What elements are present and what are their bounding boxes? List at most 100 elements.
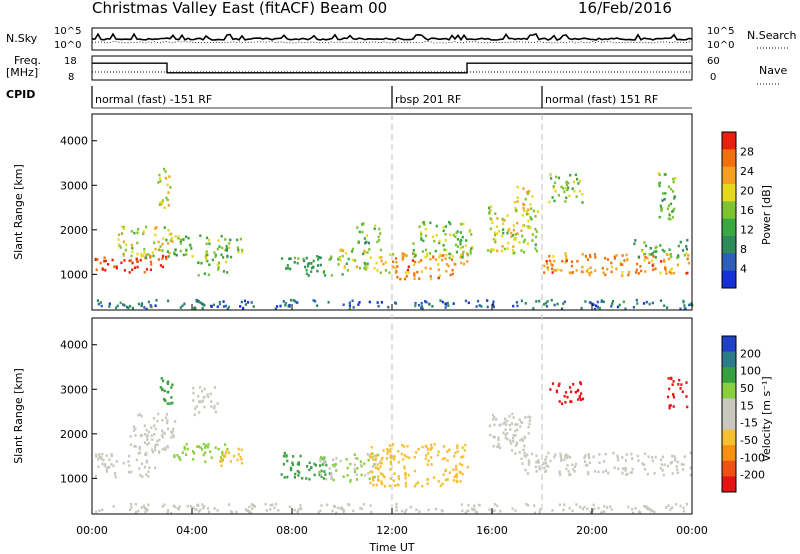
data-cell	[634, 239, 637, 242]
data-cell	[353, 467, 356, 471]
data-cell	[136, 241, 139, 245]
data-cell	[145, 225, 148, 229]
data-cell	[204, 446, 207, 449]
data-cell	[167, 229, 170, 232]
data-cell	[283, 476, 286, 479]
data-cell	[626, 258, 629, 262]
data-cell	[464, 244, 467, 247]
data-cell	[527, 415, 530, 419]
data-cell	[382, 449, 385, 452]
data-cell	[521, 234, 524, 238]
data-cell	[370, 510, 373, 514]
data-cell	[285, 267, 288, 270]
data-cell	[558, 400, 561, 403]
data-cell	[564, 401, 567, 404]
data-cell	[594, 269, 597, 272]
data-cell	[587, 268, 590, 271]
data-cell	[456, 444, 459, 447]
data-cell	[404, 472, 407, 475]
data-cell	[501, 217, 504, 221]
data-cell	[565, 456, 569, 459]
data-cell	[674, 457, 677, 461]
data-cell	[214, 253, 217, 257]
data-cell	[577, 182, 580, 185]
data-cell	[643, 259, 646, 262]
data-cell	[166, 183, 169, 187]
data-cell	[677, 255, 680, 258]
data-cell	[677, 244, 680, 248]
data-cell	[503, 219, 506, 222]
data-cell	[455, 467, 458, 471]
data-cell	[506, 247, 509, 250]
data-cell	[531, 239, 534, 242]
data-cell	[130, 503, 133, 506]
data-cell	[147, 253, 150, 256]
data-cell	[391, 253, 395, 256]
data-cell	[406, 268, 410, 272]
data-cell	[686, 257, 689, 261]
data-cell	[544, 470, 547, 473]
data-cell	[516, 200, 519, 203]
data-cell	[667, 204, 671, 207]
data-cell	[203, 303, 206, 307]
data-cell	[584, 254, 587, 258]
data-cell	[203, 272, 206, 275]
data-cell	[147, 300, 150, 304]
data-cell	[174, 248, 177, 252]
data-cell	[201, 503, 204, 506]
data-cell	[593, 253, 597, 256]
data-cell	[380, 481, 383, 484]
data-cell	[514, 238, 517, 241]
data-cell	[341, 273, 344, 276]
data-cell	[430, 456, 433, 459]
data-cell	[282, 454, 285, 458]
data-cell	[589, 301, 592, 305]
data-cell	[330, 473, 333, 477]
data-cell	[205, 250, 208, 253]
data-cell	[185, 453, 188, 456]
data-cell	[515, 442, 518, 446]
data-cell	[342, 510, 345, 513]
data-cell	[603, 460, 606, 463]
data-cell	[448, 252, 451, 256]
data-cell	[420, 233, 423, 236]
data-cell	[200, 400, 203, 404]
data-cell	[512, 439, 515, 443]
data-cell	[574, 465, 577, 468]
data-cell	[338, 256, 341, 260]
data-cell	[139, 474, 142, 477]
data-cell	[527, 463, 530, 466]
data-cell	[137, 452, 140, 455]
data-cell	[451, 255, 454, 258]
data-cell	[282, 300, 285, 303]
data-cell	[663, 260, 666, 263]
data-cell	[122, 303, 125, 306]
data-cell	[562, 187, 565, 190]
data-cell	[162, 397, 166, 401]
data-cell	[578, 190, 581, 193]
data-cell	[682, 509, 686, 513]
data-cell	[547, 451, 550, 455]
data-cell	[472, 508, 475, 512]
data-cell	[241, 248, 244, 252]
data-cell	[146, 435, 149, 439]
data-cell	[380, 458, 383, 462]
data-cell	[428, 252, 432, 255]
data-cell	[349, 462, 352, 466]
data-cell	[520, 457, 523, 461]
data-cell	[431, 235, 435, 239]
data-cell	[442, 226, 445, 229]
data-cell	[503, 247, 506, 251]
data-cell	[143, 248, 146, 251]
data-cell	[404, 271, 408, 274]
data-cell	[275, 502, 278, 506]
data-cell	[143, 306, 146, 309]
date-title: 16/Feb/2016	[578, 0, 672, 17]
data-cell	[611, 300, 615, 303]
data-cell	[522, 448, 525, 452]
data-cell	[331, 464, 334, 467]
data-cell	[673, 207, 676, 211]
data-cell	[332, 478, 335, 482]
data-cell	[683, 455, 686, 458]
data-cell	[296, 469, 299, 473]
